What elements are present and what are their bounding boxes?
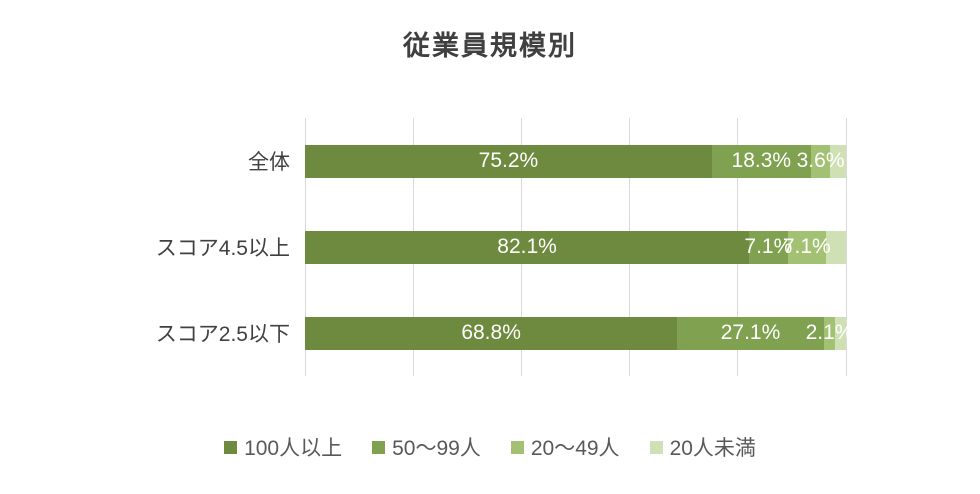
legend-swatch xyxy=(224,440,238,454)
data-label: 7.1% xyxy=(744,235,793,258)
plot-area: 75.2% 18.3% 3.6% 82.1% 7.1% 7.1% 68.8% 27.1% 2.1… xyxy=(304,118,853,376)
data-label: 75.2% xyxy=(478,149,539,172)
chart-title: 従業員規模別 xyxy=(403,31,577,61)
legend-item: 100人以上 xyxy=(224,432,342,462)
category-label: スコア4.5以上 xyxy=(155,237,290,260)
legend-label: 100人以上 xyxy=(244,437,343,460)
bar-segment: 75.2% xyxy=(305,144,712,178)
legend-item: 20〜49人 xyxy=(510,432,620,462)
data-label: 27.1% xyxy=(720,321,781,344)
data-label: 2.1% xyxy=(805,321,854,344)
data-label: 18.3% xyxy=(731,149,792,172)
data-label: 3.6% xyxy=(796,149,845,172)
legend-swatch xyxy=(510,440,524,454)
stacked-bar: 68.8% 27.1% 2.1% xyxy=(305,316,853,350)
stacked-bar: 75.2% 18.3% 3.6% xyxy=(305,144,846,178)
bar-segment: 68.8% xyxy=(305,316,678,350)
bar-segment: 27.1% xyxy=(677,316,824,350)
bar-segment: 7.1% xyxy=(783,230,831,264)
legend-label: 50〜99人 xyxy=(392,437,481,460)
legend-item: 50〜99人 xyxy=(372,432,481,462)
bar-segment: 18.3% xyxy=(711,144,811,178)
bar-segment xyxy=(835,316,846,350)
category-label: 全体 xyxy=(248,151,290,174)
category-axis: 全体スコア4.5以上 スコア2.5以下 xyxy=(0,118,290,376)
bar-segment xyxy=(825,230,846,264)
data-label: 68.8% xyxy=(461,321,521,344)
category-label: スコア2.5以下 xyxy=(155,323,290,346)
bar-segment: 2.1% xyxy=(806,316,853,350)
bar-rows: 75.2% 18.3% 3.6% 82.1% 7.1% 7.1% 68.8% 27.1% 2.1… xyxy=(305,118,853,376)
legend-swatch xyxy=(649,440,663,454)
legend: 100人以上 50〜99人 20〜49人 20人未満 xyxy=(0,432,980,462)
legend-swatch xyxy=(372,440,386,454)
legend-item: 20人未満 xyxy=(649,432,756,462)
legend-label: 20人未満 xyxy=(669,437,756,460)
data-label: 82.1% xyxy=(497,235,557,258)
gridline xyxy=(845,118,847,376)
stacked-bar: 82.1% 7.1% 7.1% xyxy=(305,230,846,264)
data-label: 7.1% xyxy=(782,235,831,258)
bar-segment: 7.1% xyxy=(744,230,792,264)
legend-label: 20〜49人 xyxy=(530,437,620,460)
bar-segment: 3.6% xyxy=(797,144,845,178)
bar-segment: 82.1% xyxy=(305,230,750,264)
bar-segment xyxy=(830,144,846,178)
